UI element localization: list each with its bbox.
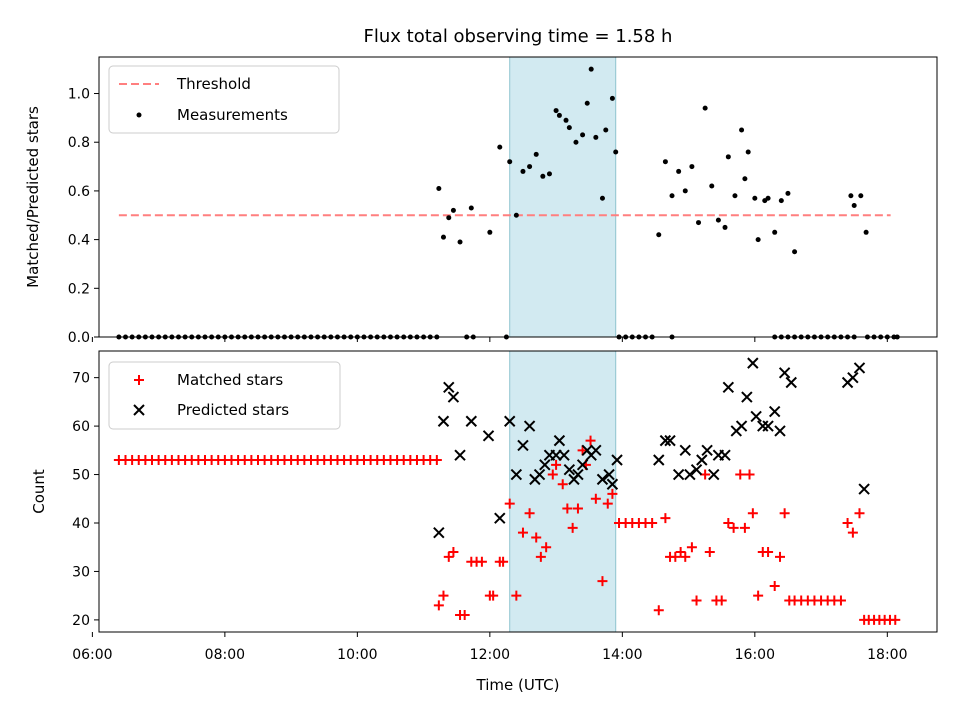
y-tick-label: 0.4: [68, 233, 90, 249]
highlight-band: [510, 57, 616, 337]
measurement-point: [726, 154, 731, 159]
chart-title: Flux total observing time = 1.58 h: [364, 26, 673, 47]
y-tick-label: 30: [72, 564, 90, 580]
measurement-point: [709, 184, 714, 189]
measurement-point: [766, 196, 771, 201]
highlight-band: [510, 351, 616, 632]
top-highlight-band: [510, 57, 616, 337]
y-tick-label: 40: [72, 516, 90, 532]
y-tick-label: 0.8: [68, 135, 90, 151]
x-tick-label: 14:00: [602, 647, 642, 663]
bottom-highlight-band: [510, 351, 616, 632]
y-tick-label: 0.0: [68, 330, 90, 346]
top-legend: Threshold Measurements: [109, 66, 339, 133]
y-tick-label: 50: [72, 468, 90, 484]
y-tick-label: 60: [72, 419, 90, 435]
x-tick-label: 06:00: [72, 647, 112, 663]
legend-matched-label: Matched stars: [177, 371, 283, 389]
measurement-point: [610, 96, 615, 101]
legend-predicted-label: Predicted stars: [177, 401, 289, 419]
legend-measurement-swatch: [137, 113, 142, 118]
y-tick-label: 0.6: [68, 184, 90, 200]
measurement-point: [723, 225, 728, 230]
measurement-point: [746, 149, 751, 154]
measurement-point: [585, 101, 590, 106]
bottom-legend: Matched stars Predicted stars: [109, 362, 340, 429]
x-tick-label: 12:00: [470, 647, 510, 663]
measurement-point: [732, 193, 737, 198]
measurement-point: [858, 193, 863, 198]
measurement-point: [580, 132, 585, 137]
y-tick-label: 20: [72, 613, 90, 629]
legend-threshold-label: Threshold: [176, 75, 251, 93]
measurement-point: [779, 198, 784, 203]
measurement-point: [547, 171, 552, 176]
measurement-point: [742, 176, 747, 181]
measurement-point: [696, 220, 701, 225]
measurement-point: [487, 230, 492, 235]
measurement-point: [689, 164, 694, 169]
y-tick-label: 1.0: [68, 87, 90, 103]
y-tick-label: 0.2: [68, 281, 90, 297]
measurement-point: [603, 128, 608, 133]
measurement-point: [752, 196, 757, 201]
measurement-point: [534, 152, 539, 157]
x-axis-label: Time (UTC): [476, 676, 560, 694]
measurement-point: [497, 145, 502, 150]
measurement-point: [446, 215, 451, 220]
measurement-point: [451, 208, 456, 213]
measurement-point: [514, 213, 519, 218]
measurement-point: [507, 159, 512, 164]
measurement-point: [676, 169, 681, 174]
measurement-point: [527, 164, 532, 169]
top-y-axis-label: Matched/Predicted stars: [24, 106, 42, 288]
measurement-point: [785, 191, 790, 196]
measurement-point: [792, 249, 797, 254]
figure: Flux total observing time = 1.58 h 0.0 0.…: [0, 0, 960, 720]
measurement-point: [600, 196, 605, 201]
measurement-point: [589, 67, 594, 72]
measurement-point: [557, 113, 562, 118]
measurement-point: [554, 108, 559, 113]
y-tick-label: 70: [72, 371, 90, 387]
bottom-y-axis-label: Count: [30, 469, 48, 514]
x-tick-label: 16:00: [735, 647, 775, 663]
measurement-point: [716, 218, 721, 223]
measurement-point: [656, 232, 661, 237]
measurement-point: [703, 106, 708, 111]
x-tick-label: 10:00: [337, 647, 377, 663]
measurement-point: [663, 159, 668, 164]
measurement-point: [864, 230, 869, 235]
measurement-point: [772, 230, 777, 235]
measurement-point: [469, 205, 474, 210]
measurement-point: [458, 240, 463, 245]
measurement-point: [683, 188, 688, 193]
measurement-point: [540, 174, 545, 179]
measurement-point: [520, 169, 525, 174]
measurement-point: [756, 237, 761, 242]
legend-measurement-label: Measurements: [177, 106, 288, 124]
measurement-point: [739, 128, 744, 133]
measurement-point: [567, 125, 572, 130]
x-tick-label: 08:00: [205, 647, 245, 663]
measurement-point: [441, 235, 446, 240]
measurement-point: [436, 186, 441, 191]
measurement-point: [670, 193, 675, 198]
measurement-point: [573, 140, 578, 145]
measurement-point: [848, 193, 853, 198]
measurement-point: [613, 149, 618, 154]
measurement-point: [852, 203, 857, 208]
measurement-point: [593, 135, 598, 140]
x-tick-label: 18:00: [867, 647, 907, 663]
measurement-point: [564, 118, 569, 123]
